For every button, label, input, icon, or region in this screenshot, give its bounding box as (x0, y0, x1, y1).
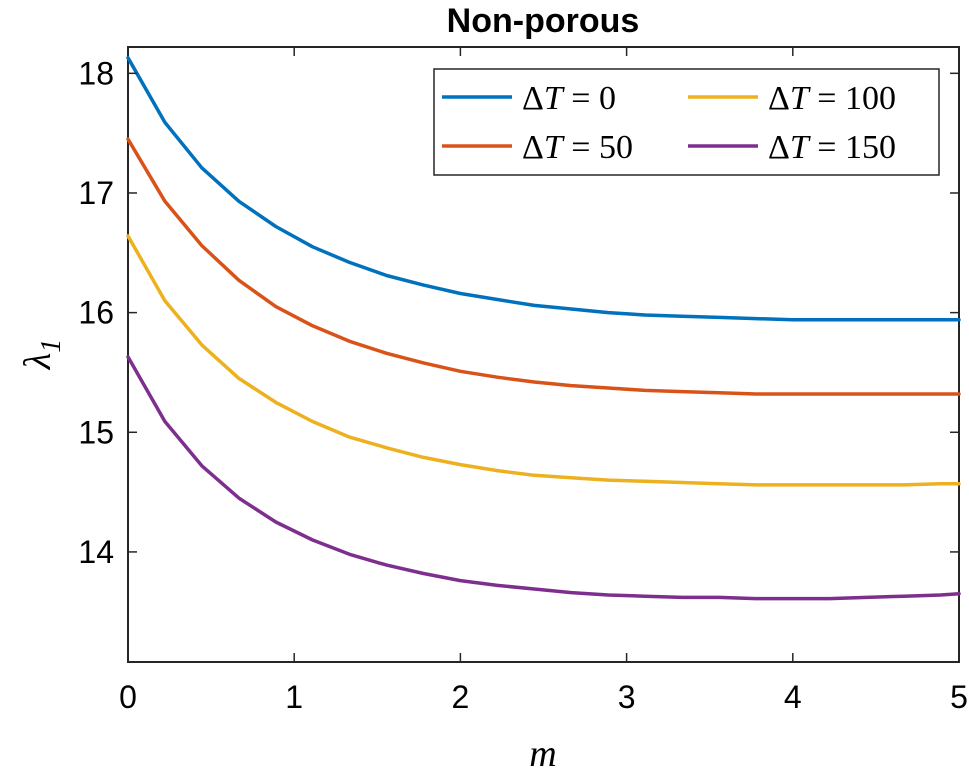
y-tick-label-4: 18 (78, 55, 114, 91)
y-tick-label-0: 14 (78, 534, 114, 570)
x-axis-ticks: 0 1 2 3 4 5 (119, 47, 968, 715)
legend-label-3: ΔT = 150 (768, 129, 896, 166)
series-line-0 (126, 56, 961, 322)
y-axis-ticks: 14 15 16 17 18 (78, 55, 959, 570)
chart-title: Non-porous (447, 2, 640, 40)
y-tick-label-3: 17 (78, 175, 114, 211)
y-tick-label-2: 16 (78, 295, 114, 331)
series-line-2 (126, 234, 961, 487)
y-axis-label-text: λ1 (17, 339, 67, 370)
y-tick-label-1: 15 (78, 414, 114, 450)
legend-label-1: ΔT = 50 (522, 129, 633, 166)
x-axis-label: m (529, 733, 556, 775)
legend-box (433, 68, 940, 176)
x-tick-label-1: 1 (285, 679, 303, 715)
legend-label-2: ΔT = 100 (768, 80, 896, 117)
legend-label-0: ΔT = 0 (522, 80, 616, 117)
series-layer (126, 56, 961, 601)
y-axis-label: λ1 (17, 339, 67, 370)
series-line-1 (126, 137, 961, 396)
series-line-3 (126, 355, 961, 601)
x-tick-label-2: 2 (452, 679, 470, 715)
x-tick-label-4: 4 (784, 679, 802, 715)
x-tick-label-5: 5 (950, 679, 968, 715)
x-tick-label-3: 3 (618, 679, 636, 715)
x-tick-label-0: 0 (119, 679, 137, 715)
legend: ΔT = 0 ΔT = 50 ΔT = 100 ΔT = 150 (433, 68, 940, 176)
